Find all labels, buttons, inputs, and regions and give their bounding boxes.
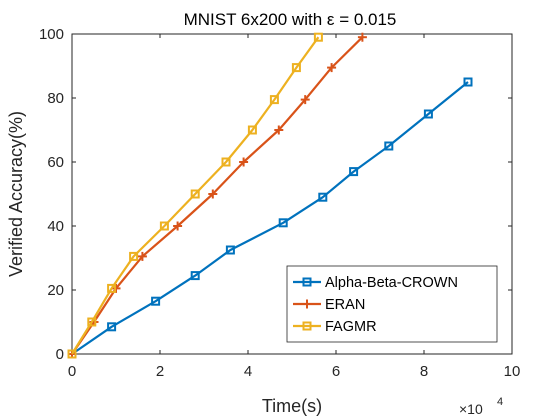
- data-point: [423, 109, 433, 119]
- series-layer: [67, 32, 473, 359]
- y-tick-label: 20: [47, 282, 64, 299]
- data-point: [291, 63, 301, 73]
- series-1: [67, 77, 473, 359]
- data-point: [137, 251, 147, 261]
- legend: Alpha-Beta-CROWN ERAN FAGMR: [286, 265, 498, 343]
- legend-box: [286, 265, 498, 343]
- data-point: [313, 32, 323, 42]
- legend-item: Alpha-Beta-CROWN: [293, 275, 458, 291]
- data-point: [274, 125, 284, 135]
- data-point: [318, 192, 328, 202]
- legend-label: Alpha-Beta-CROWN: [325, 275, 458, 291]
- legend-label: FAGMR: [325, 319, 377, 335]
- data-point: [239, 157, 249, 167]
- data-point: [349, 167, 359, 177]
- y-tick-label: 0: [56, 346, 64, 363]
- series-line: [71, 36, 320, 355]
- data-point: [221, 157, 231, 167]
- data-point: [300, 95, 310, 105]
- chart-title: MNIST 6x200 with ε = 0.015: [184, 10, 397, 29]
- x-axis-exponent-base: ×10: [459, 401, 483, 417]
- legend-marker: [302, 277, 312, 287]
- x-axis-exponent-power: 4: [497, 396, 503, 408]
- data-point: [151, 296, 161, 306]
- data-point: [278, 218, 288, 228]
- legend-marker: [302, 299, 312, 309]
- y-tick-label: 40: [47, 218, 64, 235]
- legend-item: FAGMR: [293, 319, 377, 335]
- series-line: [71, 81, 469, 355]
- data-point: [225, 245, 235, 255]
- series-3: [67, 32, 323, 359]
- x-tick-label: 10: [504, 363, 521, 380]
- data-point: [208, 189, 218, 199]
- data-point: [67, 349, 77, 359]
- y-axis: 0 20 40 60 80 100: [39, 26, 512, 363]
- data-point: [384, 141, 394, 151]
- data-point: [327, 63, 337, 73]
- data-point: [463, 77, 473, 87]
- legend-marker: [302, 321, 312, 331]
- x-tick-label: 2: [156, 363, 164, 380]
- data-point: [247, 125, 257, 135]
- data-point: [87, 317, 97, 327]
- x-tick-label: 6: [332, 363, 340, 380]
- y-axis-label: Verified Accuracy(%): [6, 111, 26, 277]
- y-tick-label: 80: [47, 90, 64, 107]
- data-point: [107, 322, 117, 332]
- y-tick-label: 100: [39, 26, 64, 43]
- x-tick-label: 8: [420, 363, 428, 380]
- legend-label: ERAN: [325, 297, 365, 313]
- data-point: [190, 189, 200, 199]
- x-axis-exponent: ×10 4: [459, 396, 503, 417]
- data-point: [190, 271, 200, 281]
- x-tick-label: 4: [244, 363, 252, 380]
- data-point: [173, 221, 183, 231]
- data-point: [159, 221, 169, 231]
- x-axis-label: Time(s): [262, 396, 322, 416]
- legend-item: ERAN: [293, 297, 365, 313]
- data-point: [129, 251, 139, 261]
- x-tick-label: 0: [68, 363, 76, 380]
- data-point: [357, 32, 367, 42]
- data-point: [269, 95, 279, 105]
- y-tick-label: 60: [47, 154, 64, 171]
- data-point: [107, 283, 117, 293]
